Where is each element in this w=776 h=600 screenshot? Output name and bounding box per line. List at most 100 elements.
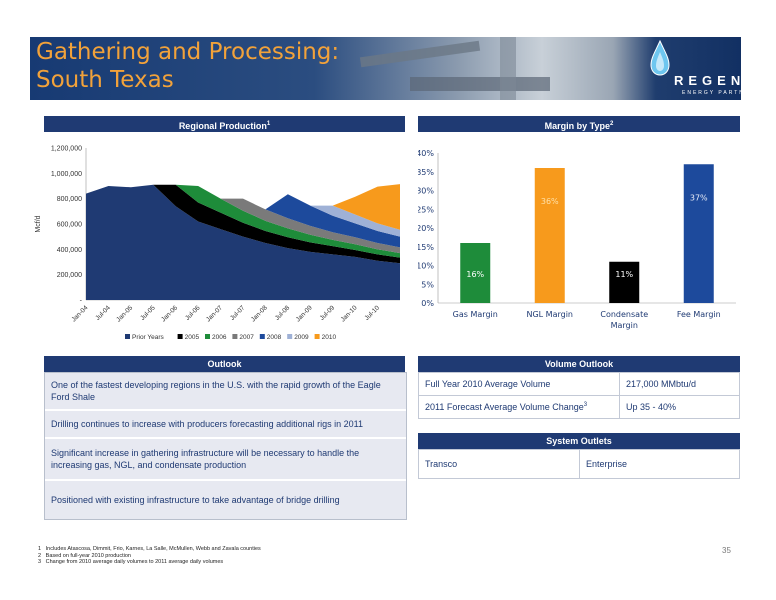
y-tick-label: 0% bbox=[421, 299, 434, 308]
area-series-2005 bbox=[86, 184, 400, 264]
x-tick-label: Jan-10 bbox=[340, 304, 359, 323]
x-tick-label: Fee Margin bbox=[677, 310, 721, 319]
footnote: 1 Includes Atascosa, Dimmit, Frio, Karne… bbox=[38, 546, 261, 553]
outlook-header: Outlook bbox=[44, 356, 405, 372]
x-tick-label: Jan-09 bbox=[295, 304, 314, 323]
outlook-item: Positioned with existing infrastructure … bbox=[45, 481, 406, 519]
outlet-cell: Transco bbox=[418, 449, 580, 479]
margin-by-type-chart: 0% 5% 10% 15% 20% 25% 30% 35% 40% 16% Gas Margin 36… bbox=[418, 149, 736, 330]
logo-text: REGENCY bbox=[674, 73, 774, 88]
area-series-prior-years bbox=[86, 184, 400, 300]
legend-swatch bbox=[125, 334, 130, 339]
row-label-text: 2011 Forecast Average Volume Change bbox=[425, 402, 584, 412]
bar-fee-margin bbox=[683, 164, 714, 303]
legend-label: 2008 bbox=[267, 334, 282, 341]
legend-label: 2010 bbox=[322, 334, 337, 341]
y-tick-label: 600,000 bbox=[57, 222, 82, 229]
margin-by-type-title: Margin by Type bbox=[544, 121, 610, 131]
y-tick-label: 20% bbox=[418, 224, 434, 233]
legend-swatch bbox=[287, 334, 293, 339]
y-tick-label: 1,200,000 bbox=[51, 146, 82, 153]
outlook-item: One of the fastest developing regions in… bbox=[45, 373, 406, 409]
footnote-text: Includes Atascosa, Dimmit, Frio, Karnes,… bbox=[45, 546, 261, 552]
x-tick-label: Jan-04 bbox=[70, 304, 89, 323]
data-label: 37% bbox=[690, 193, 708, 202]
legend-label: 2005 bbox=[185, 334, 200, 341]
legend-swatch bbox=[314, 334, 320, 339]
legend-label: 2006 bbox=[212, 334, 227, 341]
legend-swatch bbox=[259, 334, 265, 339]
banner-pipe bbox=[359, 40, 481, 68]
y-tick-label: 15% bbox=[418, 243, 434, 252]
footnote-text: Based on full-year 2010 production bbox=[45, 552, 131, 559]
y-tick-label: 1,000,000 bbox=[51, 171, 82, 178]
regional-production-title: Regional Production bbox=[178, 121, 267, 131]
bar-ngl-margin bbox=[534, 168, 565, 303]
y-tick-label: 10% bbox=[418, 262, 434, 271]
y-tick-label: - bbox=[80, 298, 83, 305]
table-cell-label: Full Year 2010 Average Volume bbox=[418, 372, 620, 396]
outlook-item: Drilling continues to increase with prod… bbox=[45, 411, 406, 437]
page-title-line1: Gathering and Processing: bbox=[36, 39, 340, 65]
footnote-number: 2 bbox=[38, 552, 42, 559]
banner-pipe bbox=[500, 37, 516, 100]
data-label: 36% bbox=[541, 197, 559, 206]
x-tick-label: NGL Margin bbox=[526, 310, 573, 319]
footnote: 3 Change from 2010 average daily volumes… bbox=[38, 559, 261, 566]
footnote-ref: 2 bbox=[610, 121, 614, 127]
volume-outlook-title: Volume Outlook bbox=[544, 359, 614, 369]
regional-production-chart: 1,200,000 1,000,000 800,000 600,000 400,000 2… bbox=[35, 146, 400, 341]
x-tick-label: Jan-08 bbox=[250, 304, 269, 323]
page-number: 35 bbox=[722, 546, 731, 555]
x-tick-label: Jul-09 bbox=[319, 304, 337, 322]
x-tick-label: Jan-05 bbox=[115, 304, 134, 323]
header-banner bbox=[30, 37, 741, 100]
x-tick-label: Condensate bbox=[600, 310, 648, 319]
table-cell-value: 217,000 MMbtu/d bbox=[619, 372, 740, 396]
area-series-2007 bbox=[86, 184, 400, 254]
x-tick-label: Jan-06 bbox=[160, 304, 179, 323]
area-series-2009 bbox=[86, 184, 400, 237]
regional-production-header: Regional Production1 bbox=[44, 116, 405, 132]
y-tick-label: 5% bbox=[421, 280, 434, 289]
logo-subtext: ENERGY PARTNERS bbox=[682, 90, 762, 96]
legend-swatch bbox=[232, 334, 238, 339]
y-axis-label: Mcf/d bbox=[35, 215, 42, 232]
outlook-title: Outlook bbox=[207, 359, 242, 369]
outlook-list: One of the fastest developing regions in… bbox=[44, 372, 407, 520]
banner-pipe bbox=[410, 77, 550, 91]
y-tick-label: 200,000 bbox=[57, 272, 82, 279]
footnote: 2 Based on full-year 2010 production bbox=[38, 553, 261, 560]
volume-outlook-table: Full Year 2010 Average Volume 217,000 MM… bbox=[418, 372, 740, 419]
table-row: Full Year 2010 Average Volume 217,000 MM… bbox=[418, 372, 740, 396]
system-outlets-table: Transco Enterprise bbox=[418, 449, 740, 479]
page-title: Gathering and Processing: South Texas bbox=[36, 38, 339, 94]
legend-label: 2009 bbox=[294, 334, 309, 341]
outlook-item: Significant increase in gathering infras… bbox=[45, 439, 406, 479]
x-tick-label: Margin bbox=[611, 321, 638, 330]
y-tick-label: 40% bbox=[418, 149, 434, 158]
system-outlets-title: System Outlets bbox=[546, 436, 612, 446]
table-row: Transco Enterprise bbox=[418, 449, 740, 479]
legend-label: 2007 bbox=[239, 334, 254, 341]
footnote-text: Change from 2010 average daily volumes t… bbox=[45, 559, 224, 565]
table-row: 2011 Forecast Average Volume Change3 Up … bbox=[418, 395, 740, 419]
x-tick-label: Jul-06 bbox=[184, 304, 202, 322]
x-tick-label: Jul-04 bbox=[94, 304, 112, 322]
legend-swatch bbox=[177, 334, 183, 339]
x-tick-label: Jul-08 bbox=[274, 304, 292, 322]
data-label: 16% bbox=[466, 270, 484, 279]
volume-outlook-header: Volume Outlook bbox=[418, 356, 740, 372]
y-tick-label: 400,000 bbox=[57, 247, 82, 254]
table-cell-value: Up 35 - 40% bbox=[619, 395, 740, 419]
outlet-cell: Enterprise bbox=[579, 449, 740, 479]
x-tick-label: Jul-07 bbox=[229, 304, 247, 322]
footnote-number: 3 bbox=[38, 559, 42, 565]
footnote-ref: 3 bbox=[583, 402, 588, 408]
x-tick-label: Jul-10 bbox=[364, 304, 382, 322]
y-tick-label: 35% bbox=[418, 168, 434, 177]
y-tick-label: 800,000 bbox=[57, 196, 82, 203]
y-tick-label: 30% bbox=[418, 187, 434, 196]
x-tick-label: Jan-07 bbox=[205, 304, 224, 323]
legend-label: Prior Years bbox=[132, 334, 165, 341]
